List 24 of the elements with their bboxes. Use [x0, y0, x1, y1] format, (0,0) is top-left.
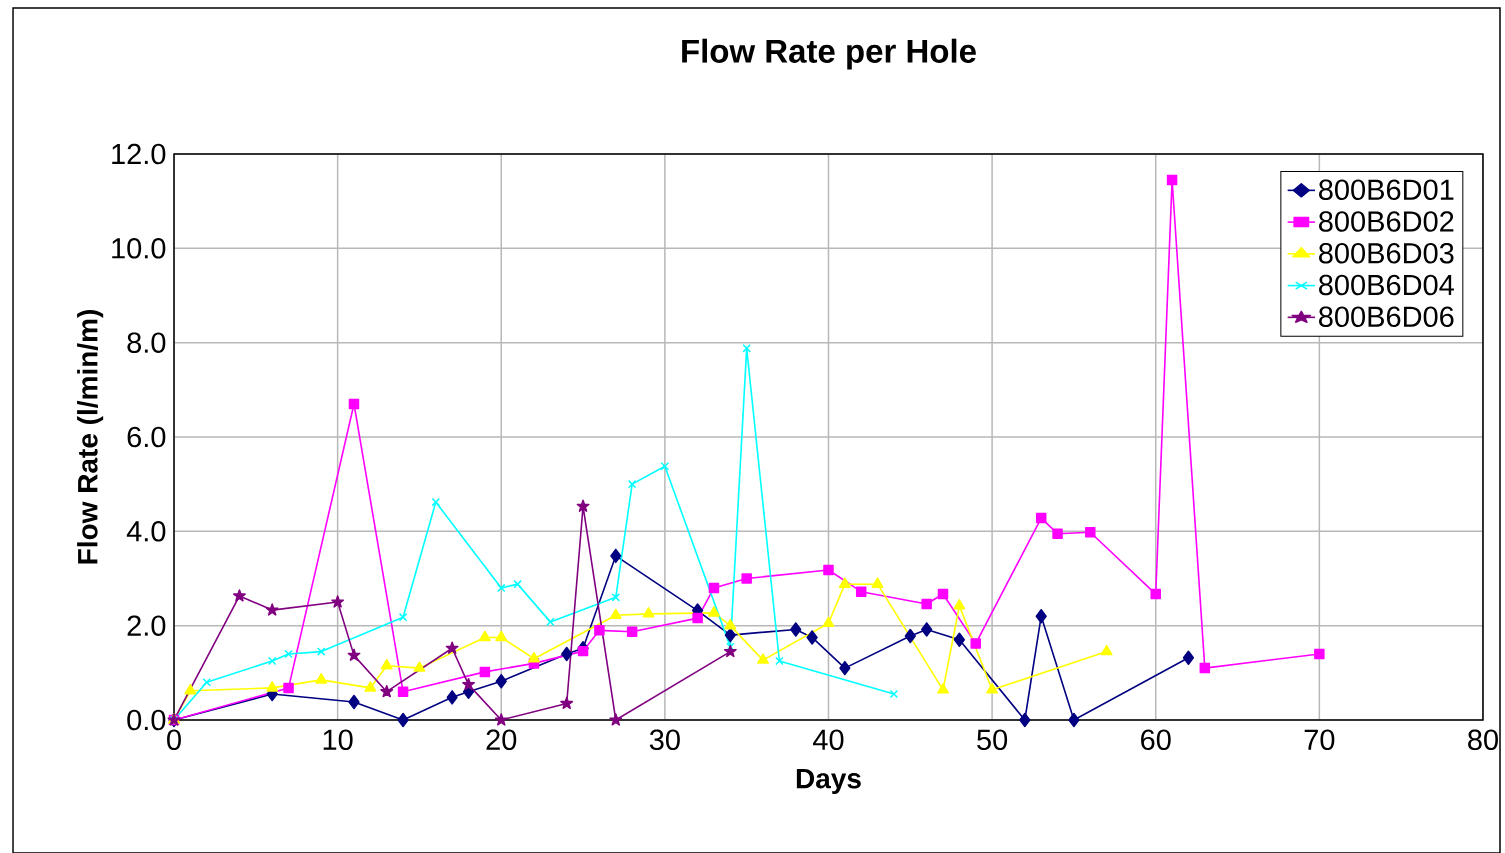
y-tick-label: 8.0	[127, 332, 166, 353]
x-tick-label: 30	[649, 729, 680, 751]
x-axis-title: Days	[796, 768, 861, 794]
y-tick-label: 4.0	[126, 521, 166, 542]
x-tick-label: 60	[1141, 729, 1171, 751]
legend-label: 800B6D01	[1319, 179, 1454, 200]
x-tick-label: 0	[167, 729, 181, 751]
x-tick-label: 40	[813, 729, 844, 751]
y-tick-label: 10.0	[112, 238, 166, 259]
x-tick-label: 10	[323, 729, 353, 751]
x-tick-label: 50	[977, 729, 1008, 751]
legend-label: 800B6D03	[1319, 242, 1454, 264]
y-tick-label: 0.0	[127, 709, 166, 731]
chart-title: Flow Rate per Hole	[682, 38, 976, 70]
x-tick-label: 70	[1304, 729, 1335, 751]
y-axis-title: Flow Rate (l/min/m)	[77, 310, 104, 564]
y-tick-label: 6.0	[127, 426, 166, 448]
legend-label: 800B6D02	[1319, 211, 1454, 232]
legend-label: 800B6D04	[1319, 274, 1454, 296]
legend-label: 800B6D06	[1319, 306, 1454, 327]
y-tick-label: 2.0	[127, 615, 166, 636]
y-tick-label: 12.0	[112, 143, 166, 165]
x-tick-label: 20	[486, 729, 517, 751]
x-tick-label: 80	[1468, 729, 1498, 751]
